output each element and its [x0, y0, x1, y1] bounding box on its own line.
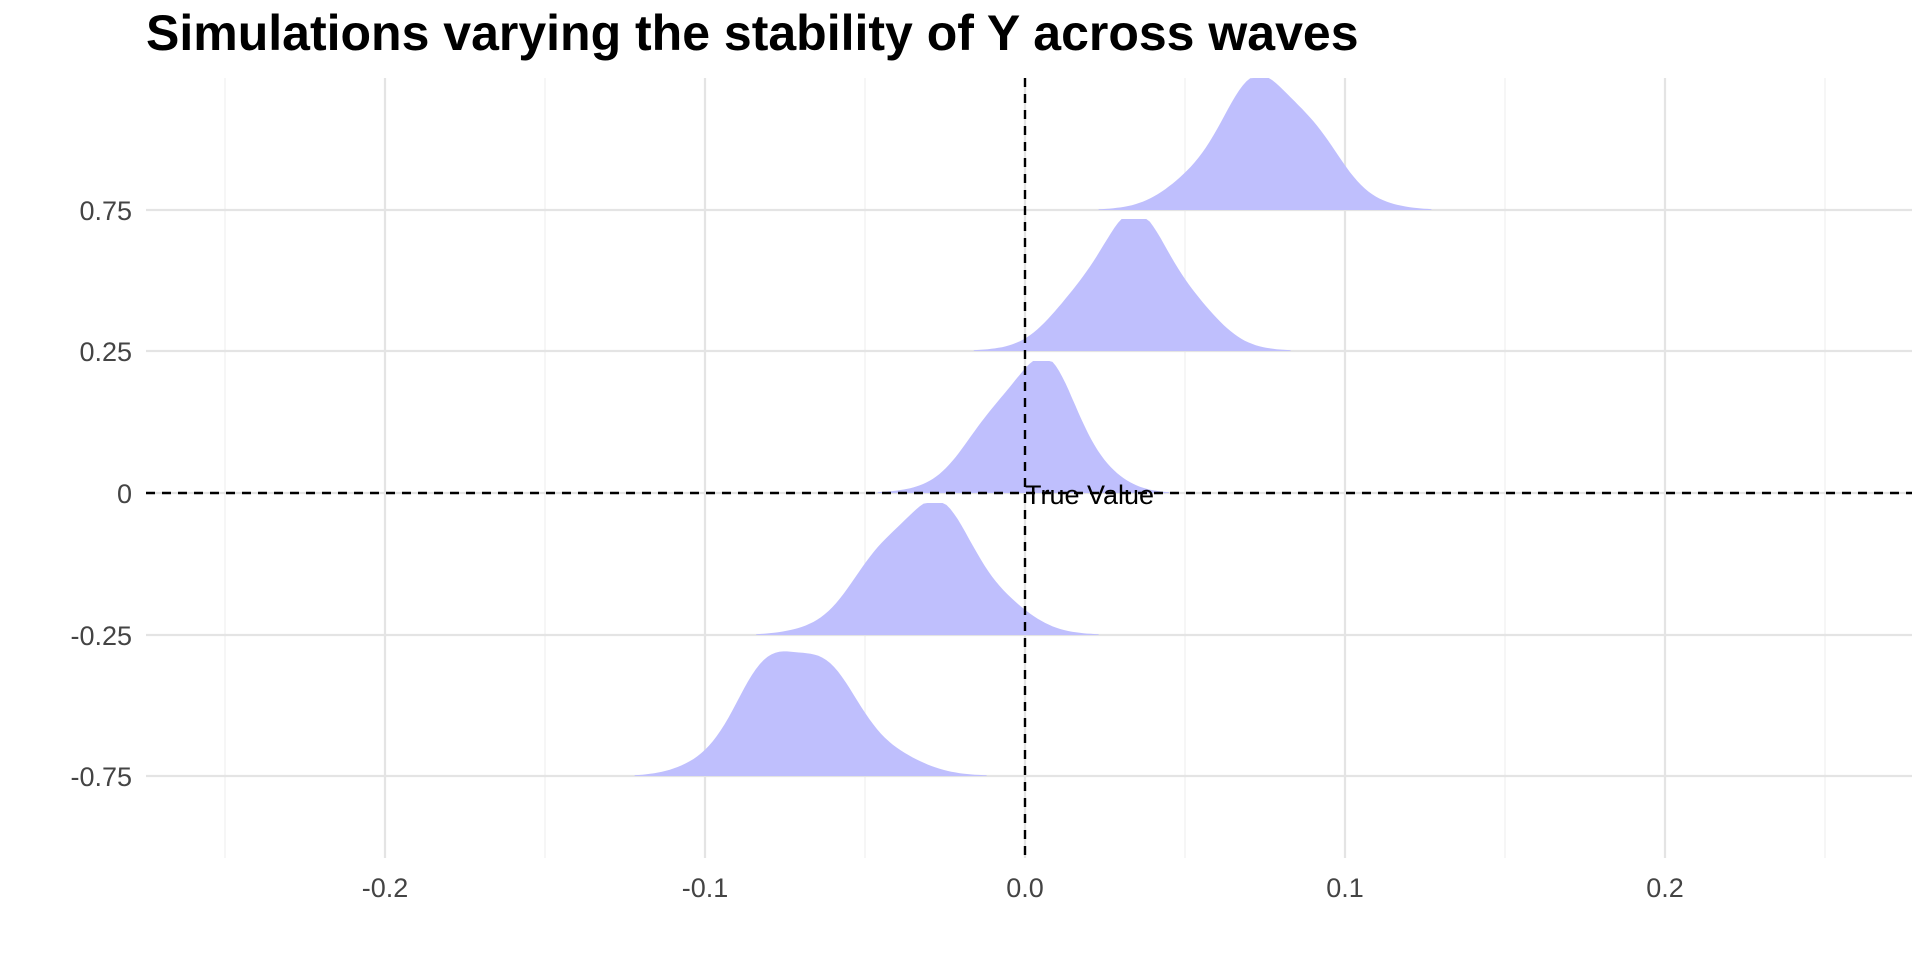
y-tick-label: -0.25 [70, 621, 132, 651]
y-tick-label: 0.75 [79, 196, 132, 226]
y-tick-label: 0 [117, 479, 132, 509]
annotations: True Value [1025, 480, 1154, 510]
tick-labels: -0.2 -0.1 0.0 0.1 0.2 -0.75 -0.25 0 0.25 0.75 [70, 196, 1683, 903]
density-ridge-4 [1098, 78, 1432, 210]
density-ridge-0 [634, 651, 987, 776]
true-value-label: True Value [1025, 480, 1154, 510]
x-tick-label: -0.2 [362, 873, 409, 903]
density-ridge-1 [756, 503, 1099, 635]
x-tick-label: 0.1 [1326, 873, 1364, 903]
x-tick-label: 0.2 [1646, 873, 1684, 903]
density-ridge-2 [877, 361, 1169, 493]
density-ridges [634, 78, 1432, 776]
y-tick-label: 0.25 [79, 337, 132, 367]
x-tick-label: -0.1 [682, 873, 729, 903]
density-ridge-3 [973, 219, 1291, 351]
chart-title: Simulations varying the stability of Y a… [146, 5, 1359, 61]
x-tick-label: 0.0 [1006, 873, 1044, 903]
reference-lines [146, 78, 1912, 858]
y-tick-label: -0.75 [70, 762, 132, 792]
